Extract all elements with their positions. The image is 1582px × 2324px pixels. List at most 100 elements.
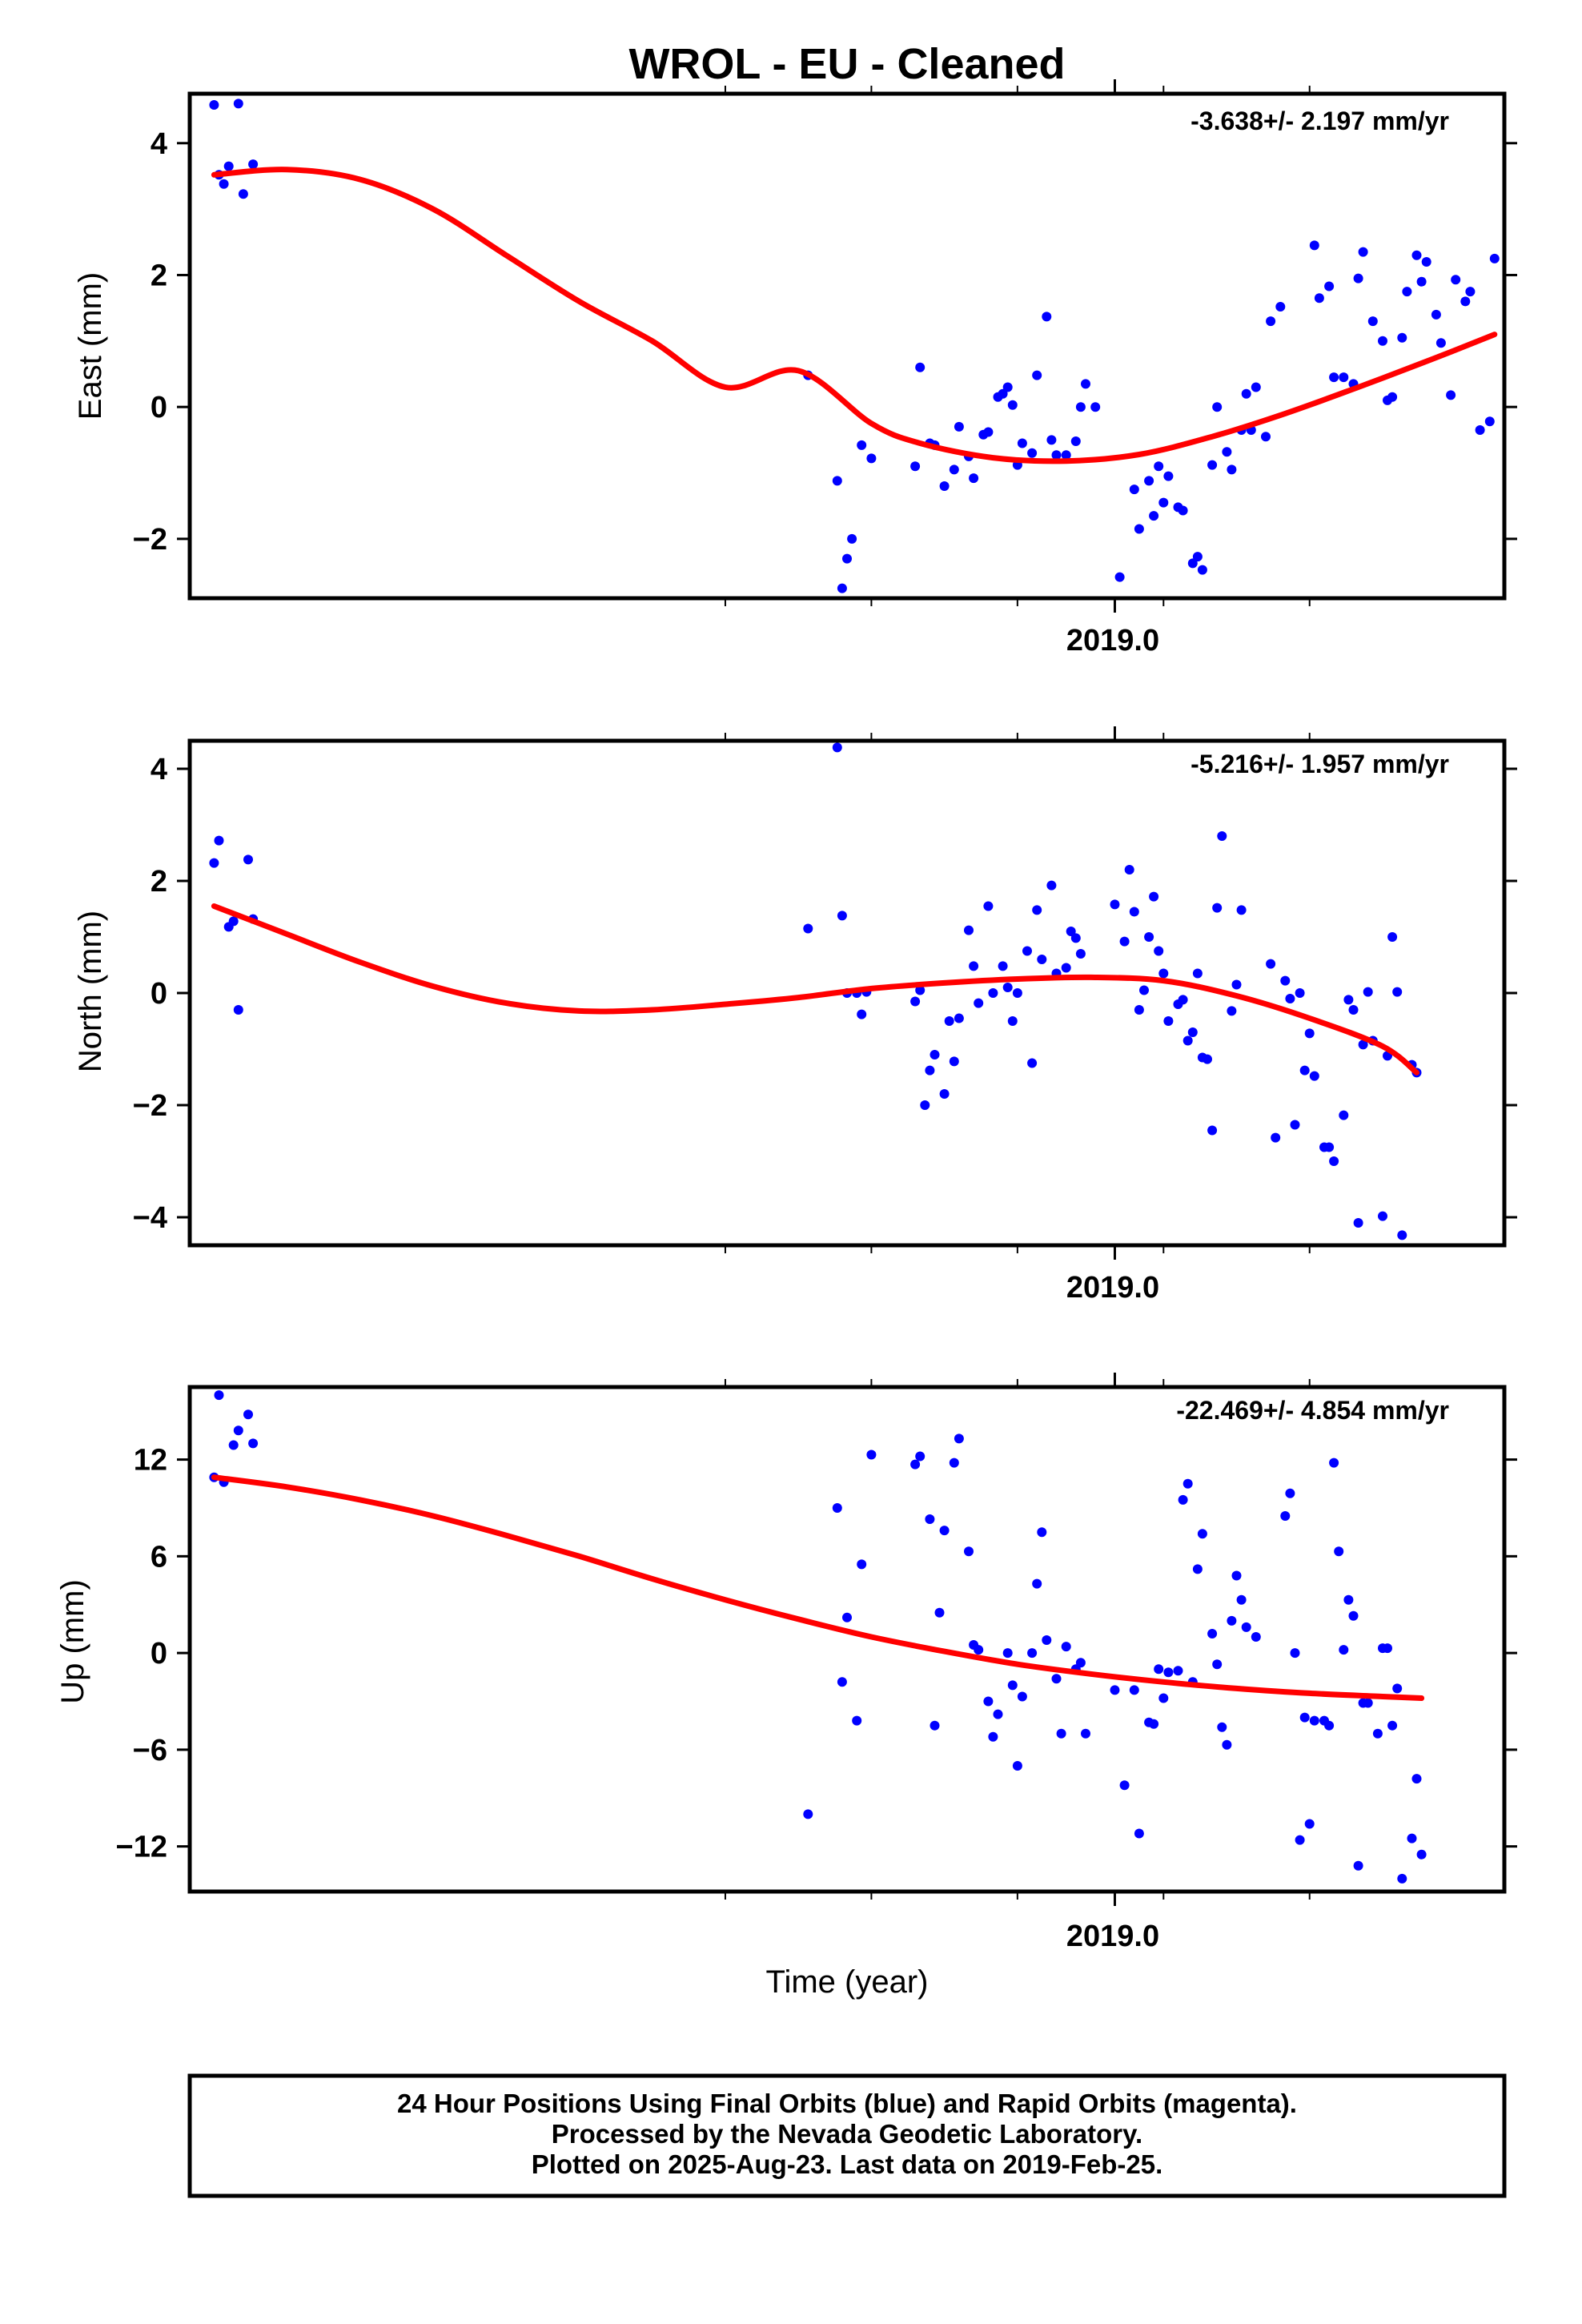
y-tick-label: 4: [151, 127, 167, 161]
data-point: [925, 1514, 935, 1524]
data-point: [1203, 1054, 1212, 1064]
data-point: [866, 453, 877, 464]
y-tick-label: −2: [133, 523, 167, 557]
chart-title: WROL - EU - Cleaned: [628, 40, 1065, 88]
data-point: [1231, 1570, 1242, 1581]
data-point: [243, 1409, 253, 1420]
data-point: [1343, 995, 1354, 1005]
data-point: [1285, 994, 1295, 1003]
data-point: [925, 1065, 935, 1076]
data-point: [1207, 1629, 1218, 1638]
footer-line-3: Plotted on 2025-Aug-23. Last data on 201…: [532, 2149, 1163, 2179]
data-point: [1407, 1833, 1417, 1844]
panel-east: -3.638+/- 2.197 mm/yr East (mm) 2019.0 −…: [73, 79, 1517, 657]
data-point: [983, 1696, 994, 1707]
data-point: [1324, 1720, 1335, 1731]
data-point: [1339, 1110, 1349, 1120]
data-point: [1061, 963, 1071, 973]
data-point: [1227, 1006, 1237, 1016]
data-point: [832, 476, 842, 486]
data-point: [1163, 1667, 1174, 1678]
data-point: [1295, 1835, 1305, 1845]
data-point: [1411, 1774, 1422, 1784]
data-point: [243, 854, 253, 865]
data-point: [219, 179, 229, 189]
data-point: [1197, 565, 1207, 575]
data-point: [842, 553, 852, 564]
data-point: [1275, 302, 1286, 312]
data-point: [1075, 1658, 1086, 1668]
data-point: [1192, 552, 1203, 562]
data-point: [1007, 1680, 1018, 1691]
y-axis-label: Up (mm): [55, 1579, 90, 1704]
y-tick-label: −4: [133, 1201, 167, 1235]
data-point: [1158, 497, 1169, 508]
data-point: [1149, 1719, 1159, 1729]
data-point: [1212, 903, 1223, 913]
data-point: [837, 911, 847, 921]
data-point: [1227, 1615, 1237, 1626]
data-point: [949, 1056, 959, 1067]
data-point: [954, 421, 964, 432]
data-point: [1339, 1645, 1349, 1655]
data-point: [939, 1089, 950, 1099]
data-point: [1134, 524, 1144, 534]
data-point: [1163, 471, 1174, 481]
data-point: [1017, 1691, 1027, 1702]
data-point: [248, 159, 259, 170]
data-point: [837, 583, 847, 593]
x-axis-label: Time (year): [766, 1964, 929, 2000]
data-point: [930, 1720, 940, 1731]
data-point: [857, 1559, 867, 1570]
data-point: [930, 1050, 940, 1059]
data-point: [1081, 1728, 1090, 1739]
data-point: [1144, 932, 1154, 942]
x-tick-label: 2019.0: [1066, 1271, 1159, 1305]
data-point: [944, 1016, 954, 1026]
data-point: [857, 440, 867, 450]
data-point: [1266, 959, 1276, 969]
data-point: [1299, 1712, 1310, 1723]
data-point: [238, 189, 248, 199]
data-point: [1075, 949, 1086, 959]
panel-north: -5.216+/- 1.957 mm/yr North (mm) 2019.0 …: [73, 726, 1517, 1305]
data-point: [1387, 392, 1398, 402]
data-point: [1046, 880, 1057, 891]
data-point: [1372, 1728, 1383, 1739]
rate-label: -5.216+/- 1.957 mm/yr: [1191, 750, 1449, 778]
data-point: [1070, 436, 1081, 446]
data-point: [915, 362, 926, 372]
y-tick-label: −2: [133, 1089, 167, 1123]
data-point: [1061, 1642, 1071, 1652]
data-point: [1431, 309, 1441, 320]
footer-line-1: 24 Hour Positions Using Final Orbits (bl…: [397, 2089, 1297, 2118]
data-point: [1241, 388, 1251, 399]
data-point: [1051, 1674, 1062, 1684]
data-point: [1187, 1027, 1198, 1037]
data-point: [1358, 1039, 1368, 1050]
data-point: [214, 1390, 224, 1401]
data-point: [1032, 905, 1042, 915]
data-point: [1192, 968, 1203, 979]
data-point: [1081, 379, 1090, 389]
data-point: [1154, 1664, 1164, 1675]
data-point: [1304, 1819, 1315, 1829]
data-point: [1387, 1720, 1398, 1731]
data-point: [1475, 425, 1485, 435]
data-point: [1324, 281, 1335, 292]
data-point: [1022, 946, 1032, 956]
data-point: [1416, 1849, 1427, 1860]
data-point: [1066, 927, 1076, 936]
data-point: [1037, 955, 1047, 964]
data-point: [1090, 402, 1101, 412]
data-point: [1251, 382, 1261, 392]
data-point: [998, 961, 1008, 971]
data-point: [832, 742, 842, 753]
data-point: [1158, 968, 1169, 979]
data-point: [954, 1013, 964, 1023]
data-point: [1358, 247, 1368, 257]
data-point: [1207, 460, 1218, 470]
data-point: [1329, 1458, 1339, 1468]
data-point: [1144, 476, 1154, 486]
data-point: [1178, 1494, 1188, 1505]
